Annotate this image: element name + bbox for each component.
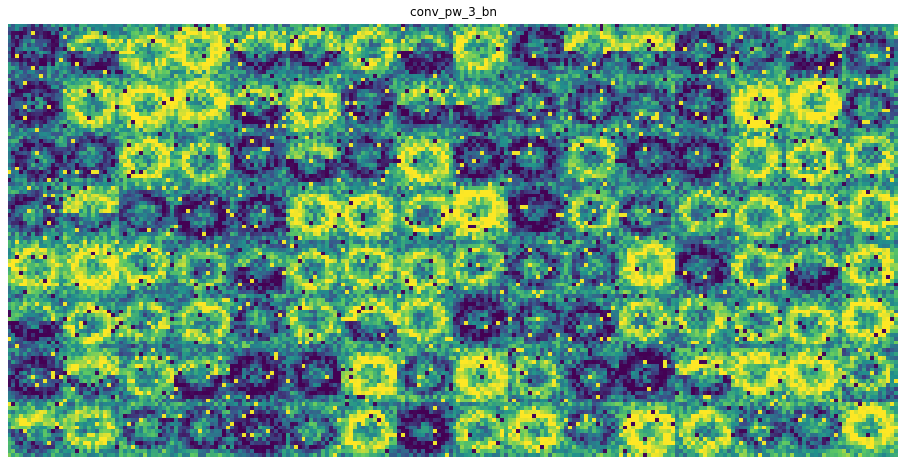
figure-title: conv_pw_3_bn [410, 5, 497, 19]
activation-grid [8, 24, 898, 457]
activation-heatmap-canvas [8, 24, 898, 457]
